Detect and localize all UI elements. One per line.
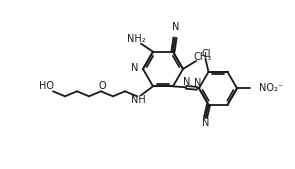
Text: NH₂: NH₂: [127, 34, 145, 44]
Text: NO₂⁻: NO₂⁻: [259, 83, 283, 93]
Text: N: N: [194, 78, 202, 88]
Text: CH₃: CH₃: [194, 52, 212, 62]
Text: N: N: [172, 22, 180, 32]
Text: N: N: [183, 77, 191, 87]
Text: O: O: [98, 81, 106, 91]
Text: N: N: [131, 63, 138, 73]
Text: HO: HO: [39, 81, 53, 91]
Text: N: N: [202, 118, 209, 128]
Text: NH: NH: [131, 95, 145, 105]
Text: Cl: Cl: [202, 49, 211, 59]
